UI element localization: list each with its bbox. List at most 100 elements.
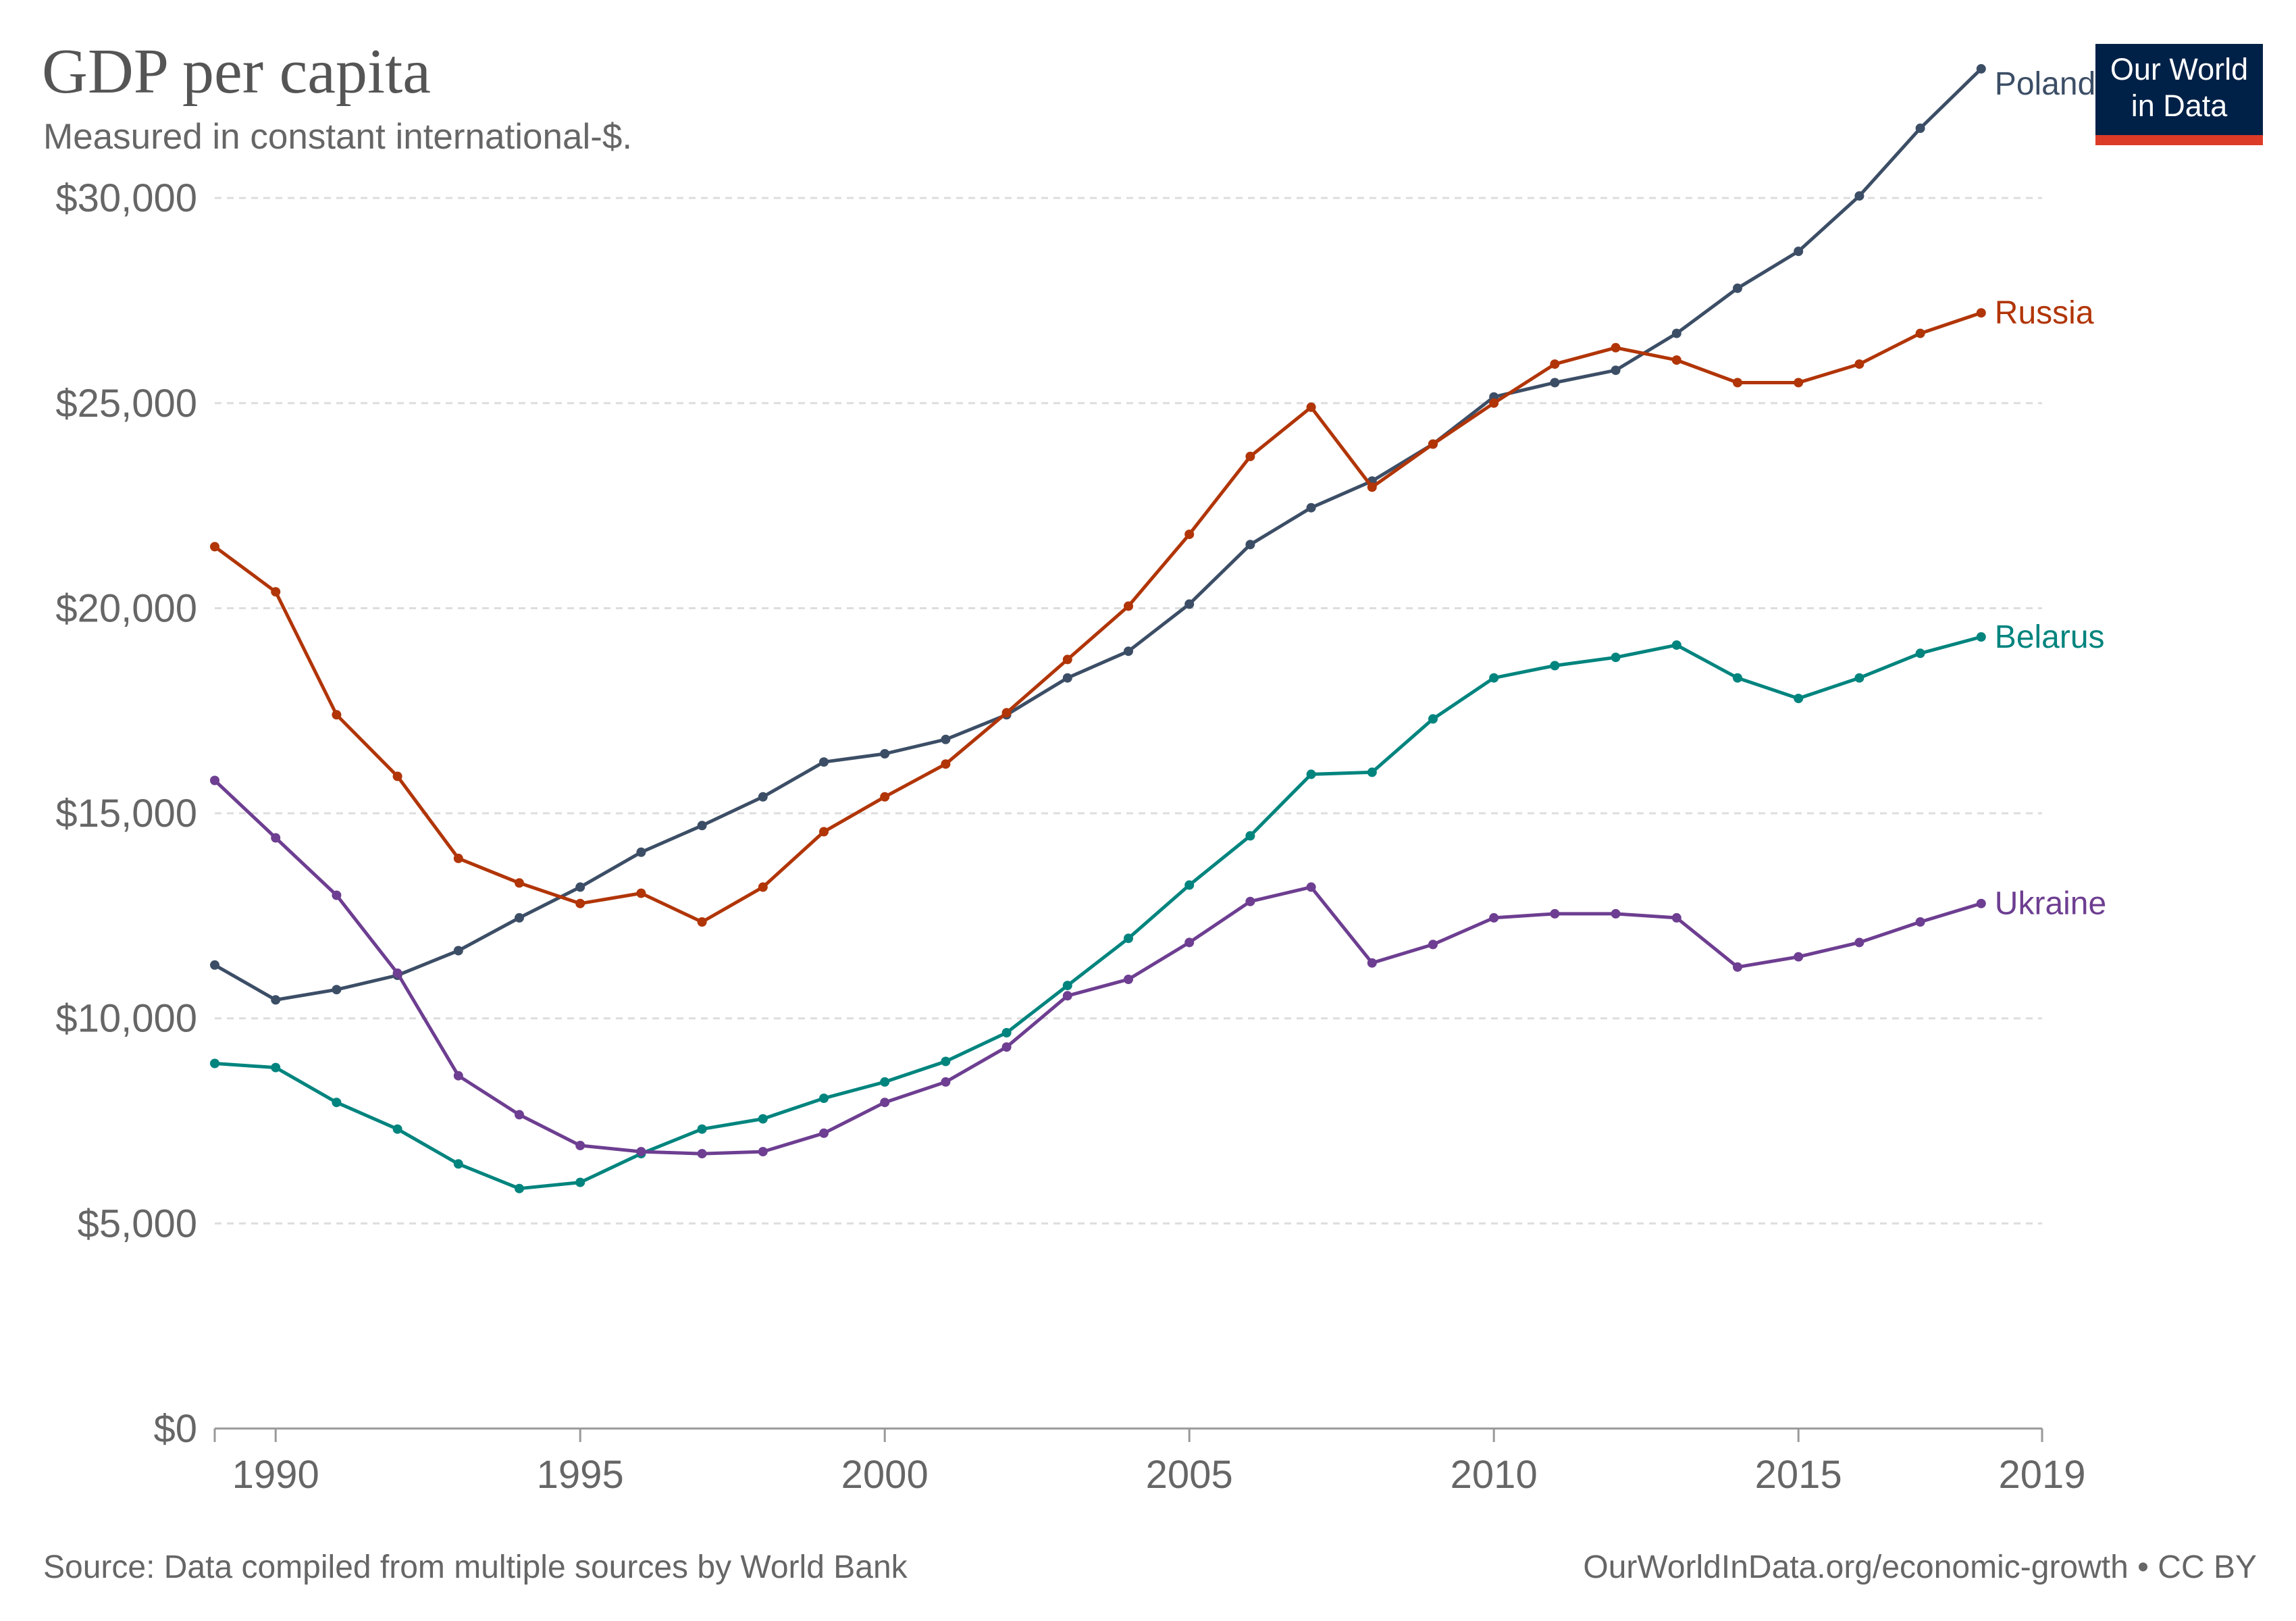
series-label-russia: Russia xyxy=(1995,295,2094,331)
data-point-belarus xyxy=(1001,1028,1012,1037)
x-tick-label: 2010 xyxy=(1451,1453,1538,1497)
data-point-ukraine xyxy=(758,1147,768,1157)
logo-accent-bar xyxy=(2095,135,2263,145)
data-point-russia xyxy=(1306,402,1316,412)
data-point-belarus xyxy=(1124,933,1133,944)
x-tick-label: 2005 xyxy=(1146,1453,1233,1497)
data-point-ukraine xyxy=(1489,912,1499,923)
data-point-ukraine xyxy=(1794,952,1804,962)
y-tick-label: $25,000 xyxy=(55,382,197,426)
y-tick-label: $15,000 xyxy=(55,792,197,835)
data-point-poland xyxy=(1794,247,1804,257)
data-point-poland xyxy=(1245,540,1255,550)
data-point-russia xyxy=(1428,439,1438,449)
data-point-belarus xyxy=(575,1177,585,1187)
y-tick-label: $0 xyxy=(153,1407,197,1451)
data-point-ukraine xyxy=(1671,912,1681,923)
data-point-russia xyxy=(697,917,707,927)
data-point-russia xyxy=(1367,482,1377,492)
logo-line-2: in Data xyxy=(2131,88,2228,123)
data-point-belarus xyxy=(758,1114,768,1124)
data-point-poland xyxy=(636,847,646,857)
data-point-belarus xyxy=(1184,880,1195,890)
data-point-russia xyxy=(271,587,281,597)
data-point-russia xyxy=(1794,378,1804,388)
chart-subtitle: Measured in constant international-$. xyxy=(43,117,633,157)
data-point-belarus xyxy=(1428,714,1438,724)
data-point-russia xyxy=(819,827,829,837)
x-tick-label: 1990 xyxy=(232,1453,319,1497)
data-point-russia xyxy=(1976,308,1986,318)
data-point-ukraine xyxy=(941,1077,951,1087)
x-tick-label: 1995 xyxy=(537,1453,624,1497)
data-point-ukraine xyxy=(880,1098,890,1108)
data-point-ukraine xyxy=(392,968,402,978)
y-tick-label: $20,000 xyxy=(55,586,197,630)
data-point-russia xyxy=(515,878,524,888)
data-point-belarus xyxy=(880,1077,890,1087)
data-point-russia xyxy=(1854,359,1864,369)
data-point-belarus xyxy=(271,1062,281,1073)
data-point-ukraine xyxy=(1306,882,1316,892)
data-point-russia xyxy=(1184,530,1195,540)
data-point-poland xyxy=(332,985,342,995)
data-point-poland xyxy=(1306,503,1316,513)
data-point-ukraine xyxy=(1124,975,1133,984)
data-point-russia xyxy=(758,882,768,892)
data-point-ukraine xyxy=(1001,1042,1012,1052)
data-point-russia xyxy=(636,888,646,898)
data-point-belarus xyxy=(1489,673,1499,683)
data-point-belarus xyxy=(1611,652,1621,663)
data-point-poland xyxy=(1550,378,1560,388)
source-note: Source: Data compiled from multiple sour… xyxy=(43,1549,908,1585)
data-point-belarus xyxy=(1915,648,1925,659)
data-point-russia xyxy=(1611,342,1621,353)
data-point-russia xyxy=(1062,654,1072,665)
data-point-russia xyxy=(453,853,463,863)
data-point-ukraine xyxy=(1976,898,1986,908)
data-point-ukraine xyxy=(1611,908,1621,919)
data-point-russia xyxy=(392,771,402,781)
owid-logo[interactable]: Our World in Data xyxy=(2095,44,2263,145)
data-point-ukraine xyxy=(1854,937,1864,948)
data-point-belarus xyxy=(1306,769,1316,779)
data-point-poland xyxy=(1184,599,1195,609)
data-point-ukraine xyxy=(1245,896,1255,906)
data-point-russia xyxy=(575,898,585,908)
data-point-belarus xyxy=(515,1183,524,1193)
data-point-ukraine xyxy=(1062,991,1072,1001)
series-line-belarus xyxy=(213,635,1983,1191)
series-line-russia xyxy=(213,311,1983,924)
data-point-belarus xyxy=(1976,632,1986,642)
data-point-ukraine xyxy=(271,833,281,843)
data-point-poland xyxy=(453,946,463,956)
data-point-russia xyxy=(1001,708,1012,718)
data-point-poland xyxy=(819,757,829,767)
series-line-poland xyxy=(213,67,1983,1002)
data-point-poland xyxy=(1611,365,1621,376)
data-point-ukraine xyxy=(575,1141,585,1150)
data-point-poland xyxy=(941,734,951,744)
data-point-poland xyxy=(1671,328,1681,338)
y-tick-label: $5,000 xyxy=(78,1202,197,1245)
data-point-poland xyxy=(1915,123,1925,133)
data-point-poland xyxy=(697,821,707,831)
source-url[interactable]: OurWorldInData.org/economic-growth • CC … xyxy=(1583,1549,2257,1585)
data-point-poland xyxy=(271,995,281,1005)
data-point-belarus xyxy=(1245,831,1255,841)
logo-line-1: Our World xyxy=(2110,52,2249,86)
data-point-poland xyxy=(210,960,219,970)
data-point-poland xyxy=(1733,283,1742,293)
data-point-poland xyxy=(1124,646,1133,657)
data-point-russia xyxy=(1733,378,1742,388)
data-point-belarus xyxy=(1733,673,1742,683)
data-point-poland xyxy=(575,882,585,892)
data-point-belarus xyxy=(1367,767,1377,777)
series-line-ukraine xyxy=(213,779,1983,1156)
x-tick-label: 2015 xyxy=(1755,1453,1842,1497)
data-point-ukraine xyxy=(636,1147,646,1157)
data-point-ukraine xyxy=(515,1110,524,1120)
data-point-belarus xyxy=(210,1058,219,1069)
data-point-ukraine xyxy=(1733,962,1742,972)
data-point-russia xyxy=(880,792,890,802)
